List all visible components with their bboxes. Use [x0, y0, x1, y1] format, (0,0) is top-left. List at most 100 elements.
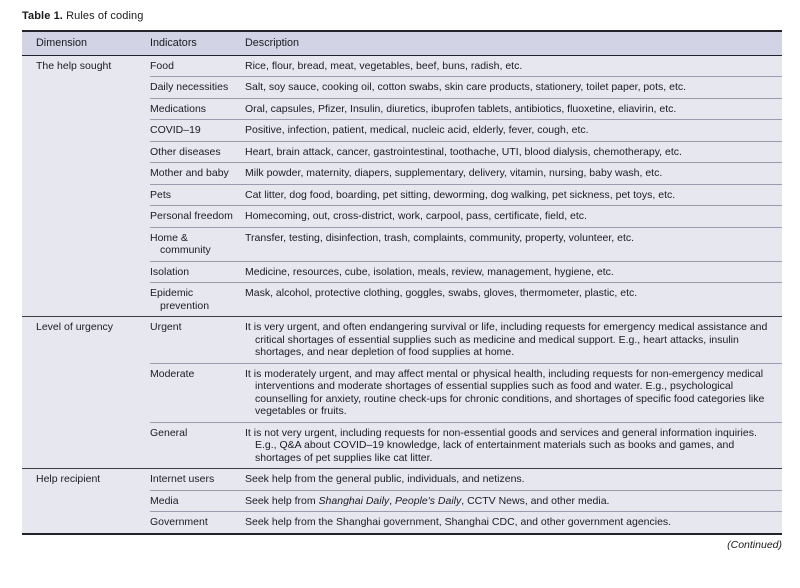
indicator-cell: Pets [150, 185, 245, 206]
description-part: , [389, 494, 396, 507]
table-row: Internet users Seek help from the genera… [150, 469, 782, 490]
indicator-cell: Daily necessities [150, 77, 245, 98]
indicator-text: Media [150, 494, 179, 507]
section-rows: Urgent It is very urgent, and often enda… [150, 317, 782, 468]
description-cell: Cat litter, dog food, boarding, pet sitt… [245, 185, 782, 206]
description-cell: Rice, flour, bread, meat, vegetables, be… [245, 56, 782, 77]
continued-note: (Continued) [727, 538, 782, 551]
indicator-text: Daily necessities [150, 81, 229, 93]
description-cell: Seek help from Shanghai Daily, People's … [245, 491, 782, 512]
section-level-of-urgency: Level of urgency Urgent It is very urgen… [22, 316, 782, 468]
description-cell: Seek help from the Shanghai government, … [245, 512, 782, 533]
media-name-italic: People's Daily [395, 494, 462, 507]
indicator-cell: Food [150, 56, 245, 77]
table-row: Personal freedom Homecoming, out, cross-… [150, 205, 782, 227]
indicator-text: Government [150, 516, 208, 528]
section-help-recipient: Help recipient Internet users Seek help … [22, 468, 782, 533]
table-header: Dimension Indicators Description [22, 32, 782, 56]
indicator-text: Personal freedom [150, 210, 233, 222]
table-row: COVID–19 Positive, infection, patient, m… [150, 119, 782, 141]
indicator-cell: Mother and baby [150, 163, 245, 184]
table-row: Pets Cat litter, dog food, boarding, pet… [150, 183, 782, 206]
indicator-cell: Urgent [150, 317, 245, 363]
table-row: Urgent It is very urgent, and often enda… [150, 317, 782, 363]
table-row: Epidemic prevention Mask, alcohol, prote… [150, 282, 782, 316]
rules-of-coding-table: Dimension Indicators Description The hel… [22, 30, 782, 535]
table-caption: Table 1. Rules of coding [22, 10, 800, 22]
description-text: Rice, flour, bread, meat, vegetables, be… [245, 59, 523, 72]
description-cell: Positive, infection, patient, medical, n… [245, 120, 782, 141]
table-row: Moderate It is moderately urgent, and ma… [150, 362, 782, 422]
table-row: Food Rice, flour, bread, meat, vegetable… [150, 56, 782, 77]
description-cell: Heart, brain attack, cancer, gastrointes… [245, 142, 782, 163]
column-header-description: Description [245, 37, 300, 49]
indicator-cell: Internet users [150, 469, 245, 490]
indicator-text: General [150, 426, 188, 439]
table-row: Isolation Medicine, resources, cube, iso… [150, 260, 782, 283]
indicator-text: Isolation [150, 265, 190, 278]
dimension-cell: Help recipient [36, 473, 101, 485]
description-text: Heart, brain attack, cancer, gastrointes… [245, 145, 682, 158]
description-text: Transfer, testing, disinfection, trash, … [245, 231, 635, 244]
section-rows: Food Rice, flour, bread, meat, vegetable… [150, 56, 782, 317]
indicator-cell: Media [150, 491, 245, 512]
description-cell: Mask, alcohol, protective clothing, gogg… [245, 283, 782, 316]
indicator-cell: Moderate [150, 364, 245, 422]
table-row: Mother and baby Milk powder, maternity, … [150, 162, 782, 184]
indicator-cell: COVID–19 [150, 120, 245, 141]
description-text: Seek help from Shanghai Daily, People's … [245, 495, 770, 508]
indicator-text: COVID–19 [150, 124, 201, 136]
description-text: Salt, soy sauce, cooking oil, cotton swa… [245, 81, 687, 93]
description-cell: Medicine, resources, cube, isolation, me… [245, 262, 782, 283]
section-help-sought: The help sought Food Rice, flour, bread,… [22, 55, 782, 317]
indicator-text: Internet users [150, 473, 215, 485]
description-cell: Homecoming, out, cross-district, work, c… [245, 206, 782, 227]
description-cell: It is not very urgent, including request… [245, 423, 782, 469]
description-text: Cat litter, dog food, boarding, pet sitt… [245, 188, 676, 201]
description-text: Medicine, resources, cube, isolation, me… [245, 265, 614, 278]
column-header-indicators: Indicators [150, 37, 197, 49]
description-cell: It is very urgent, and often endangering… [245, 317, 782, 363]
indicator-cell: Medications [150, 99, 245, 120]
dimension-cell: The help sought [36, 59, 112, 72]
description-part: Seek help from [245, 494, 319, 507]
media-name-italic: Shanghai Daily [318, 494, 390, 507]
section-rows: Internet users Seek help from the genera… [150, 469, 782, 533]
description-cell: It is moderately urgent, and may affect … [245, 364, 782, 422]
description-text: Homecoming, out, cross-district, work, c… [245, 210, 587, 222]
table-row: Medications Oral, capsules, Pfizer, Insu… [150, 97, 782, 120]
description-text: Milk powder, maternity, diapers, supplem… [245, 167, 663, 179]
table-row: Government Seek help from the Shanghai g… [150, 511, 782, 533]
description-text: Seek help from the Shanghai government, … [245, 516, 672, 528]
description-text: Mask, alcohol, protective clothing, gogg… [245, 287, 638, 299]
description-cell: Transfer, testing, disinfection, trash, … [245, 228, 782, 261]
table-row: Media Seek help from Shanghai Daily, Peo… [150, 489, 782, 512]
indicator-text: Pets [150, 188, 172, 201]
indicator-cell: Personal freedom [150, 206, 245, 227]
indicator-text: Food [150, 59, 174, 72]
indicator-text: Home & community [150, 231, 211, 257]
description-text: It is moderately urgent, and may affect … [245, 367, 765, 418]
indicator-text: Other diseases [150, 145, 221, 158]
indicator-cell: Isolation [150, 262, 245, 283]
indicator-cell: Home & community [150, 228, 245, 261]
description-cell: Milk powder, maternity, diapers, supplem… [245, 163, 782, 184]
description-text: Oral, capsules, Pfizer, Insulin, diureti… [245, 102, 677, 115]
dimension-cell: Level of urgency [36, 321, 114, 333]
indicator-cell: Other diseases [150, 142, 245, 163]
table-row: Home & community Transfer, testing, disi… [150, 226, 782, 261]
column-header-dimension: Dimension [36, 37, 88, 49]
description-cell: Oral, capsules, Pfizer, Insulin, diureti… [245, 99, 782, 120]
description-text: Seek help from the general public, indiv… [245, 473, 525, 485]
table-row: General It is not very urgent, including… [150, 421, 782, 469]
description-cell: Salt, soy sauce, cooking oil, cotton swa… [245, 77, 782, 98]
indicator-cell: Epidemic prevention [150, 283, 245, 316]
indicator-text: Mother and baby [150, 167, 229, 179]
table-caption-label: Table 1. [22, 10, 63, 22]
table-caption-text: Rules of coding [66, 10, 144, 22]
description-text: It is very urgent, and often endangering… [245, 321, 768, 358]
indicator-text: Medications [150, 102, 207, 115]
description-text: It is not very urgent, including request… [245, 426, 757, 464]
indicator-text: Epidemic prevention [150, 287, 210, 312]
indicator-text: Urgent [150, 321, 182, 333]
